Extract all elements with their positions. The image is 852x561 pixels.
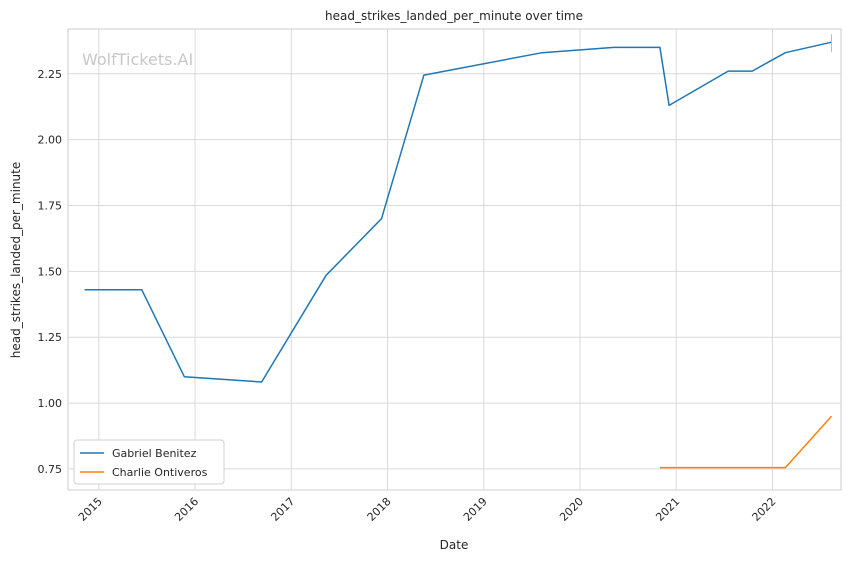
x-tick-label: 2021 (653, 495, 682, 524)
x-tick-label: 2016 (172, 495, 201, 524)
x-axis-ticks: 2015 2016 2017 2018 2019 2020 2021 2022 (76, 495, 779, 524)
x-tick-label: 2022 (750, 495, 779, 524)
watermark-text: WolfTickets.AI (82, 50, 193, 69)
y-tick-label: 1.25 (38, 331, 63, 344)
series-line-gabriel-benitez (84, 41, 832, 383)
y-tick-label: 2.25 (38, 68, 63, 81)
plot-area (67, 28, 842, 491)
x-tick-label: 2015 (76, 495, 105, 524)
x-tick-label: 2018 (365, 495, 394, 524)
y-tick-label: 1.50 (38, 265, 63, 278)
x-tick-label: 2017 (268, 495, 297, 524)
legend-label: Charlie Ontiveros (112, 466, 208, 479)
y-axis-ticks: 0.75 1.00 1.25 1.50 1.75 2.00 2.25 (38, 68, 63, 476)
grid-lines (68, 29, 841, 490)
legend: Gabriel Benitez Charlie Ontiveros (73, 439, 225, 485)
y-axis-title: head_strikes_landed_per_minute (9, 162, 23, 359)
x-axis-title: Date (440, 538, 469, 552)
legend-label: Gabriel Benitez (112, 447, 197, 460)
legend-box (73, 439, 225, 485)
x-tick-label: 2019 (461, 495, 490, 524)
chart-title: head_strikes_landed_per_minute over time (325, 9, 583, 23)
y-tick-label: 2.00 (38, 134, 63, 147)
y-tick-label: 1.00 (38, 397, 63, 410)
y-tick-label: 0.75 (38, 463, 63, 476)
series-line-charlie-ontiveros (659, 415, 833, 469)
x-tick-label: 2020 (557, 495, 586, 524)
series-lines (84, 34, 833, 469)
y-tick-label: 1.75 (38, 199, 63, 212)
